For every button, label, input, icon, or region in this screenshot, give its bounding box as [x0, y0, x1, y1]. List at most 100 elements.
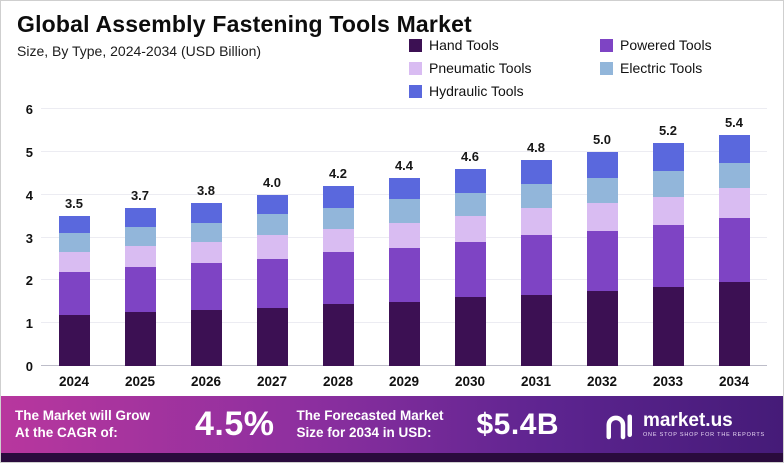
y-tick-label: 2 — [25, 273, 33, 289]
bar-segment — [520, 207, 552, 236]
bar-total-label: 4.6 — [460, 148, 480, 164]
x-axis-label: 2034 — [718, 373, 750, 389]
legend-label: Hydraulic Tools — [429, 83, 524, 99]
x-axis-label: 2030 — [454, 373, 486, 389]
bar-stack — [124, 207, 156, 366]
bar-segment — [190, 222, 222, 242]
legend-swatch — [409, 38, 422, 52]
legend: Hand Tools Powered Tools Pneumatic Tools El… — [409, 37, 765, 99]
bar-segment — [586, 203, 618, 232]
bar-segment — [322, 303, 354, 366]
bar-segment — [586, 151, 618, 178]
bar-segment — [718, 188, 750, 219]
bar-stack — [520, 160, 552, 366]
market-us-logo-icon — [605, 410, 635, 440]
bar-segment — [454, 216, 486, 242]
x-axis-label: 2029 — [388, 373, 420, 389]
x-axis-labels: 2024 2025 2026 2027 2028 2029 2030 2031 2032 2033… — [41, 366, 767, 396]
forecast-value: $5.4B — [476, 407, 560, 441]
legend-label: Electric Tools — [620, 60, 703, 76]
bar-segment — [652, 143, 684, 172]
market-us-logo: market.us ONE STOP SHOP FOR THE REPORTS — [605, 410, 769, 440]
bar-stack — [388, 177, 420, 366]
page-title: Global Assembly Fastening Tools Market — [17, 11, 472, 37]
bar-stack — [586, 151, 618, 366]
cagr-value: 4.5% — [195, 405, 275, 443]
bar-segment — [520, 235, 552, 296]
bar-group: 3.8 — [173, 109, 239, 366]
bar-segment — [388, 222, 420, 249]
bar-segment — [586, 177, 618, 204]
bar-group: 5.2 — [635, 109, 701, 366]
legend-swatch — [600, 61, 613, 75]
logo-name: market.us — [642, 409, 733, 431]
y-tick-label: 6 — [25, 102, 33, 117]
bar-segment — [190, 263, 222, 311]
bar-segment — [58, 216, 90, 234]
x-axis-label: 2024 — [58, 373, 90, 389]
bar-segment — [256, 194, 288, 214]
bar-segment — [454, 168, 486, 193]
bar-group: 5.0 — [569, 109, 635, 366]
bar-segment — [322, 228, 354, 253]
header: Global Assembly Fastening Tools Market S… — [1, 1, 783, 99]
legend-label: Powered Tools — [620, 37, 712, 53]
legend-item: Powered Tools — [600, 37, 765, 53]
bar-segment — [586, 231, 618, 291]
bar-group: 5.4 — [701, 109, 767, 366]
bar-segment — [388, 198, 420, 223]
bar-segment — [124, 246, 156, 268]
cagr-label-line1: The Market will Grow — [15, 407, 151, 423]
bar-segment — [322, 207, 354, 229]
bar-total-label: 3.7 — [130, 187, 150, 203]
bar-stack — [718, 134, 750, 366]
legend-item: Electric Tools — [600, 60, 765, 76]
bar-segment — [388, 177, 420, 199]
legend-label: Pneumatic Tools — [429, 60, 532, 76]
x-axis-label: 2026 — [190, 373, 222, 389]
y-tick-label: 1 — [25, 316, 33, 332]
x-axis-label: 2028 — [322, 373, 354, 389]
bar-group: 4.8 — [503, 109, 569, 366]
bar-group: 4.6 — [437, 109, 503, 366]
chart-area: 0 1 2 3 4 5 6 3.5 3.7 3.8 4.0 4.2 4.4 4.6 4.8 5.0 5.2 5.… — [1, 63, 783, 396]
bar-stack — [58, 216, 90, 366]
forecast-label-line2: Size for 2034 in USD: — [296, 424, 432, 440]
bar-total-label: 4.0 — [262, 174, 282, 190]
x-axis-label: 2031 — [520, 373, 552, 389]
y-tick-label: 3 — [25, 230, 33, 246]
bar-segment — [586, 291, 618, 366]
bar-total-label: 3.8 — [196, 183, 216, 199]
x-axis-label: 2033 — [652, 373, 684, 389]
bar-segment — [58, 271, 90, 315]
bar-group: 4.2 — [305, 109, 371, 366]
bar-group: 4.0 — [239, 109, 305, 366]
bar-segment — [652, 171, 684, 197]
bar-segment — [256, 213, 288, 236]
x-axis-label: 2032 — [586, 373, 618, 389]
gridline — [41, 150, 767, 152]
legend-swatch — [409, 61, 422, 75]
bar-segment — [718, 162, 750, 189]
legend-swatch — [600, 38, 613, 52]
bar-segment — [454, 297, 486, 366]
bar-group: 3.5 — [41, 109, 107, 366]
bar-segment — [58, 252, 90, 272]
bars-layer: 3.5 3.7 3.8 4.0 4.2 4.4 4.6 4.8 5.0 5.2 5.4 — [41, 109, 767, 366]
bar-total-label: 5.0 — [592, 131, 612, 147]
bar-segment — [652, 286, 684, 366]
legend-label: Hand Tools — [429, 37, 499, 53]
bar-segment — [322, 186, 354, 208]
bar-segment — [388, 248, 420, 302]
bar-segment — [124, 226, 156, 247]
bar-segment — [718, 282, 750, 366]
bar-segment — [190, 310, 222, 366]
bar-stack — [652, 143, 684, 366]
bar-segment — [124, 207, 156, 227]
bar-segment — [124, 267, 156, 313]
bar-segment — [454, 192, 486, 217]
logo-tagline: ONE STOP SHOP FOR THE REPORTS — [642, 431, 765, 438]
bar-segment — [256, 235, 288, 259]
bar-stack — [256, 194, 288, 366]
bar-stack — [454, 168, 486, 366]
